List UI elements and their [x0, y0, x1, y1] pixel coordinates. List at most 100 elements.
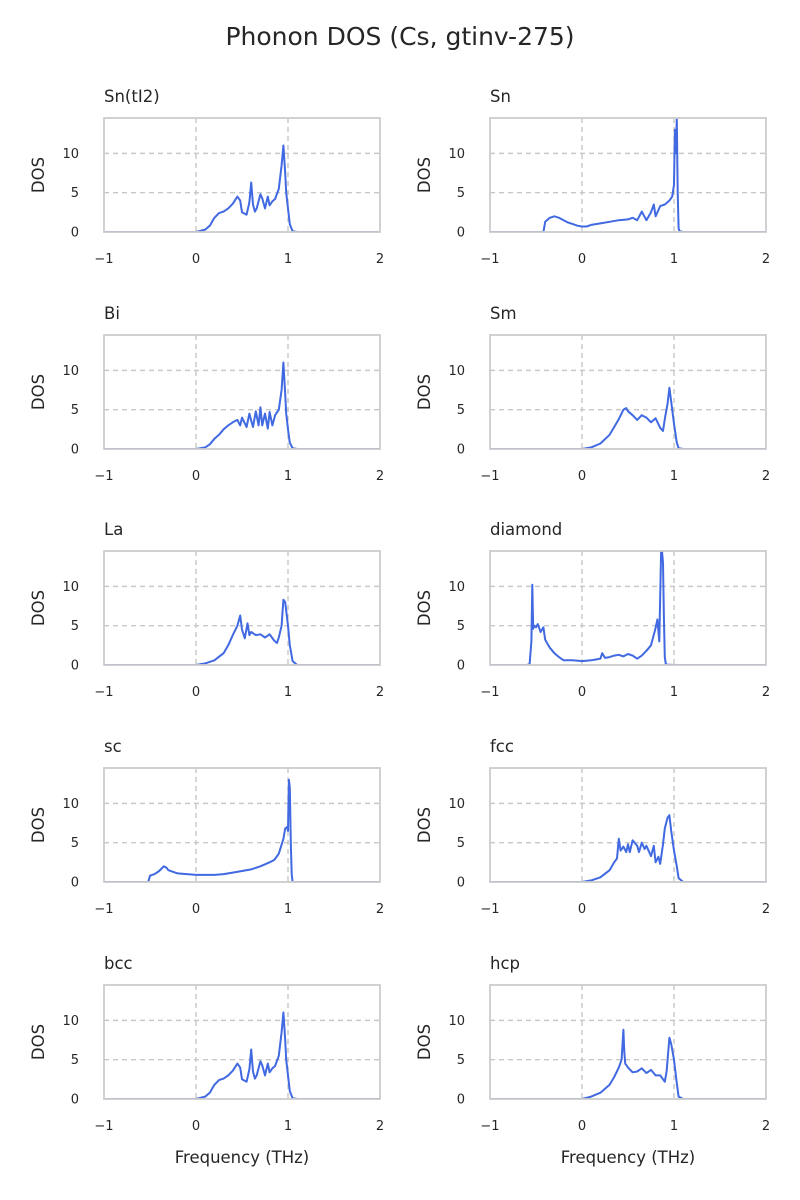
- y-tick-label: 10: [62, 364, 79, 379]
- panel-Sn(tI2): Sn(tI2) 0 5 10 −1 0 1 2 DOS: [29, 87, 384, 267]
- y-tick-label: 0: [71, 1093, 79, 1108]
- dos-line-La: [104, 598, 380, 665]
- plot-frame: [103, 550, 381, 666]
- x-tick-label: 2: [762, 252, 770, 267]
- y-axis-label: DOS: [29, 807, 48, 843]
- panel-title: sc: [104, 737, 122, 756]
- x-tick-label: 0: [578, 1119, 586, 1134]
- y-tick-label: 5: [71, 186, 79, 201]
- x-tick-label: 2: [376, 469, 384, 484]
- y-tick-label: 5: [71, 403, 79, 418]
- plot-frame: [489, 550, 767, 666]
- panel-diamond: diamond 0 5 10 −1 0 1 2 DOS: [415, 520, 770, 700]
- x-tick-label: 2: [762, 685, 770, 700]
- x-tick-label: −1: [94, 252, 113, 267]
- plot-frame: [489, 767, 767, 883]
- x-tick-label: 1: [670, 685, 678, 700]
- panel-title: hcp: [490, 954, 520, 973]
- y-tick-label: 0: [457, 226, 465, 241]
- y-axis-label: DOS: [415, 157, 434, 193]
- x-tick-label: −1: [94, 1119, 113, 1134]
- dos-line-diamond: [490, 551, 766, 665]
- y-axis-label: DOS: [29, 374, 48, 410]
- panel-title: diamond: [490, 520, 562, 539]
- y-axis-label: DOS: [29, 590, 48, 626]
- y-axis-label: DOS: [29, 157, 48, 193]
- x-tick-label: 2: [376, 252, 384, 267]
- y-tick-label: 0: [457, 443, 465, 458]
- y-tick-label: 10: [62, 797, 79, 812]
- x-tick-label: 1: [284, 685, 292, 700]
- y-tick-label: 5: [71, 1053, 79, 1068]
- y-tick-label: 0: [457, 1093, 465, 1108]
- x-tick-label: −1: [480, 252, 499, 267]
- y-axis-label: DOS: [415, 374, 434, 410]
- y-tick-label: 0: [457, 659, 465, 674]
- x-tick-label: 2: [376, 685, 384, 700]
- x-tick-label: 1: [670, 1119, 678, 1134]
- y-tick-label: 0: [71, 876, 79, 891]
- x-tick-label: 0: [578, 252, 586, 267]
- x-tick-label: 1: [670, 252, 678, 267]
- x-tick-label: 0: [192, 469, 200, 484]
- y-tick-label: 10: [448, 364, 465, 379]
- dos-line-sc: [104, 778, 380, 882]
- y-tick-label: 0: [71, 659, 79, 674]
- x-tick-label: 2: [762, 902, 770, 917]
- figure-title: Phonon DOS (Cs, gtinv-275): [225, 22, 574, 51]
- x-tick-label: 0: [192, 685, 200, 700]
- y-axis-label: DOS: [415, 807, 434, 843]
- y-tick-label: 10: [62, 1014, 79, 1029]
- y-tick-label: 5: [457, 1053, 465, 1068]
- x-tick-label: −1: [480, 1119, 499, 1134]
- panel-title: fcc: [490, 737, 514, 756]
- panel-title: Bi: [104, 304, 120, 323]
- y-tick-label: 10: [62, 147, 79, 162]
- dos-line-hcp: [490, 1028, 766, 1099]
- y-tick-label: 10: [62, 580, 79, 595]
- panel-Sn: Sn 0 5 10 −1 0 1 2 DOS: [415, 87, 770, 267]
- x-tick-label: 1: [284, 1119, 292, 1134]
- plot-frame: [103, 117, 381, 233]
- y-tick-label: 10: [448, 1014, 465, 1029]
- y-tick-label: 5: [457, 619, 465, 634]
- panel-bcc: bcc 0 5 10 −1 0 1 2 DOS Frequency (THz): [29, 954, 384, 1167]
- y-axis-label: DOS: [415, 1024, 434, 1060]
- dos-line-fcc: [490, 814, 766, 882]
- y-tick-label: 10: [448, 580, 465, 595]
- panel-title: Sn: [490, 87, 511, 106]
- x-tick-label: 1: [284, 469, 292, 484]
- panel-hcp: hcp 0 5 10 −1 0 1 2 DOS Frequency (THz): [415, 954, 770, 1167]
- x-tick-label: 0: [578, 902, 586, 917]
- x-tick-label: 1: [284, 252, 292, 267]
- x-tick-label: −1: [480, 469, 499, 484]
- plot-frame: [103, 767, 381, 883]
- plot-frame: [489, 117, 767, 233]
- plot-frame: [103, 334, 381, 450]
- panel-title: La: [104, 520, 123, 539]
- y-tick-label: 0: [71, 443, 79, 458]
- x-tick-label: 1: [670, 469, 678, 484]
- x-tick-label: −1: [94, 902, 113, 917]
- panel-title: bcc: [104, 954, 133, 973]
- x-tick-label: 2: [376, 1119, 384, 1134]
- x-tick-label: 0: [192, 1119, 200, 1134]
- x-axis-label: Frequency (THz): [561, 1148, 696, 1167]
- dos-line-Sn: [490, 118, 766, 232]
- y-tick-label: 5: [457, 186, 465, 201]
- plot-frame: [489, 334, 767, 450]
- plot-frame: [103, 984, 381, 1100]
- panel-fcc: fcc 0 5 10 −1 0 1 2 DOS: [415, 737, 770, 917]
- y-tick-label: 10: [448, 797, 465, 812]
- y-tick-label: 10: [448, 147, 465, 162]
- dos-line-bcc: [104, 1011, 380, 1099]
- x-tick-label: 2: [376, 902, 384, 917]
- y-tick-label: 5: [71, 836, 79, 851]
- plot-frame: [489, 984, 767, 1100]
- x-tick-label: 2: [762, 469, 770, 484]
- dos-line-Bi: [104, 361, 380, 449]
- panel-La: La 0 5 10 −1 0 1 2 DOS: [29, 520, 384, 700]
- x-tick-label: 0: [578, 469, 586, 484]
